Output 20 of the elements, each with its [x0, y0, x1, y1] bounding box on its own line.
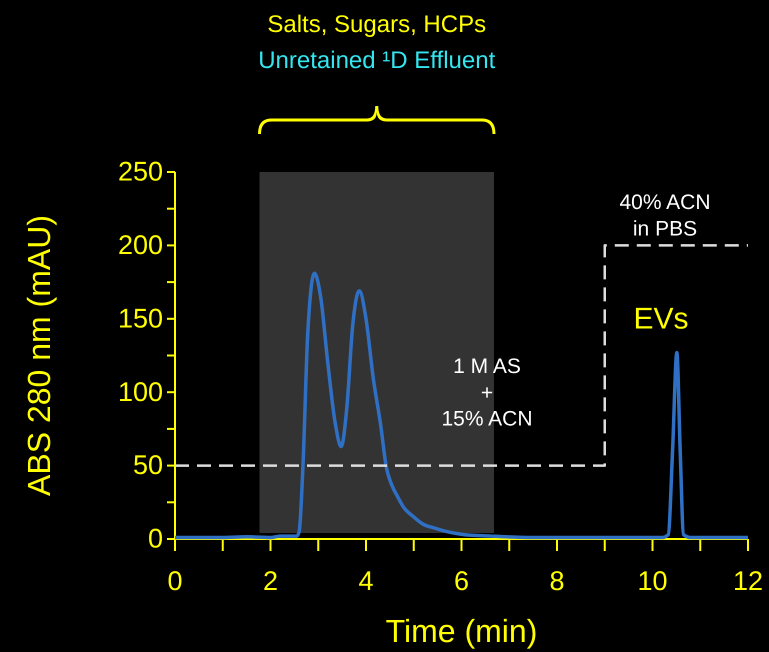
x-tick-label: 8 — [549, 566, 565, 596]
chart-subtitle: Unretained ¹D Effluent — [258, 47, 496, 74]
annotation: 1 M AS + 15% ACN — [441, 355, 533, 431]
x-tick-label: 10 — [637, 566, 668, 596]
annotation: 40% ACN in PBS — [619, 191, 711, 240]
y-axis-title: ABS 280 nm (mAU) — [21, 215, 57, 496]
y-tick-label: 0 — [148, 524, 163, 554]
x-tick-label: 6 — [454, 566, 470, 596]
y-tick-label: 200 — [118, 230, 163, 260]
y-tick-label: 250 — [118, 156, 163, 187]
y-tick-label: 100 — [118, 376, 163, 407]
y-tick-label: 150 — [118, 303, 163, 334]
x-tick-label: 0 — [167, 566, 183, 596]
annotation: EVs — [633, 302, 689, 336]
x-tick-label: 4 — [358, 566, 374, 596]
chart-title: Salts, Sugars, HCPs — [267, 11, 486, 38]
x-tick-label: 12 — [732, 566, 764, 596]
y-tick-label: 50 — [132, 450, 163, 480]
x-tick-label: 2 — [262, 566, 278, 596]
x-axis-title: Time (min) — [386, 613, 538, 649]
